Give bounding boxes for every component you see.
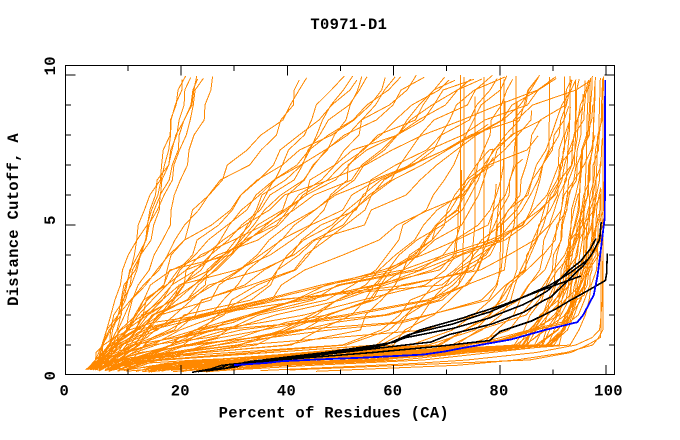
svg-text:40: 40 <box>277 383 296 401</box>
svg-text:10: 10 <box>42 56 60 75</box>
svg-text:80: 80 <box>489 383 508 401</box>
svg-text:0: 0 <box>42 371 60 381</box>
svg-text:20: 20 <box>171 383 190 401</box>
svg-text:Percent of Residues (CA): Percent of Residues (CA) <box>219 405 449 423</box>
svg-text:100: 100 <box>594 383 623 401</box>
svg-text:60: 60 <box>383 383 402 401</box>
svg-text:0: 0 <box>59 383 69 401</box>
svg-text:5: 5 <box>42 215 60 225</box>
svg-text:Distance Cutoff, A: Distance Cutoff, A <box>5 133 23 306</box>
svg-text:T0971-D1: T0971-D1 <box>310 16 387 34</box>
